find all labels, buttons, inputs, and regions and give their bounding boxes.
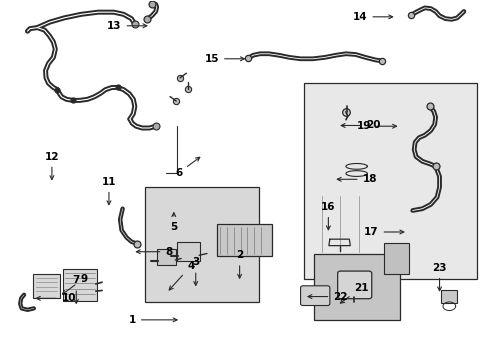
Text: 3: 3 — [192, 257, 199, 285]
FancyBboxPatch shape — [314, 253, 399, 320]
Text: 23: 23 — [431, 263, 446, 291]
FancyBboxPatch shape — [62, 269, 97, 301]
Text: 14: 14 — [352, 12, 392, 22]
Text: 15: 15 — [204, 54, 244, 64]
Text: 9: 9 — [62, 274, 87, 294]
Text: 2: 2 — [236, 250, 243, 278]
Text: 6: 6 — [175, 157, 200, 178]
Text: 10: 10 — [36, 293, 76, 303]
FancyBboxPatch shape — [33, 274, 60, 298]
FancyBboxPatch shape — [384, 243, 408, 274]
Text: 17: 17 — [363, 227, 403, 237]
FancyBboxPatch shape — [337, 271, 371, 299]
Text: 19: 19 — [356, 121, 396, 131]
Text: 22: 22 — [307, 292, 347, 302]
Text: 7: 7 — [72, 275, 80, 303]
Text: 21: 21 — [340, 283, 368, 303]
Text: 12: 12 — [44, 152, 59, 180]
Text: 5: 5 — [170, 213, 177, 231]
FancyBboxPatch shape — [144, 187, 259, 302]
FancyBboxPatch shape — [157, 249, 176, 265]
FancyBboxPatch shape — [216, 224, 272, 256]
Text: 1: 1 — [128, 315, 177, 325]
FancyBboxPatch shape — [176, 242, 200, 261]
Text: 8: 8 — [136, 247, 172, 257]
Text: 20: 20 — [341, 121, 380, 130]
FancyBboxPatch shape — [441, 291, 456, 303]
FancyBboxPatch shape — [304, 83, 476, 279]
Text: 16: 16 — [321, 202, 335, 230]
Text: 11: 11 — [102, 177, 116, 205]
Text: 4: 4 — [169, 261, 194, 290]
FancyBboxPatch shape — [300, 286, 329, 306]
Text: 18: 18 — [337, 174, 376, 184]
Text: 13: 13 — [107, 21, 146, 31]
